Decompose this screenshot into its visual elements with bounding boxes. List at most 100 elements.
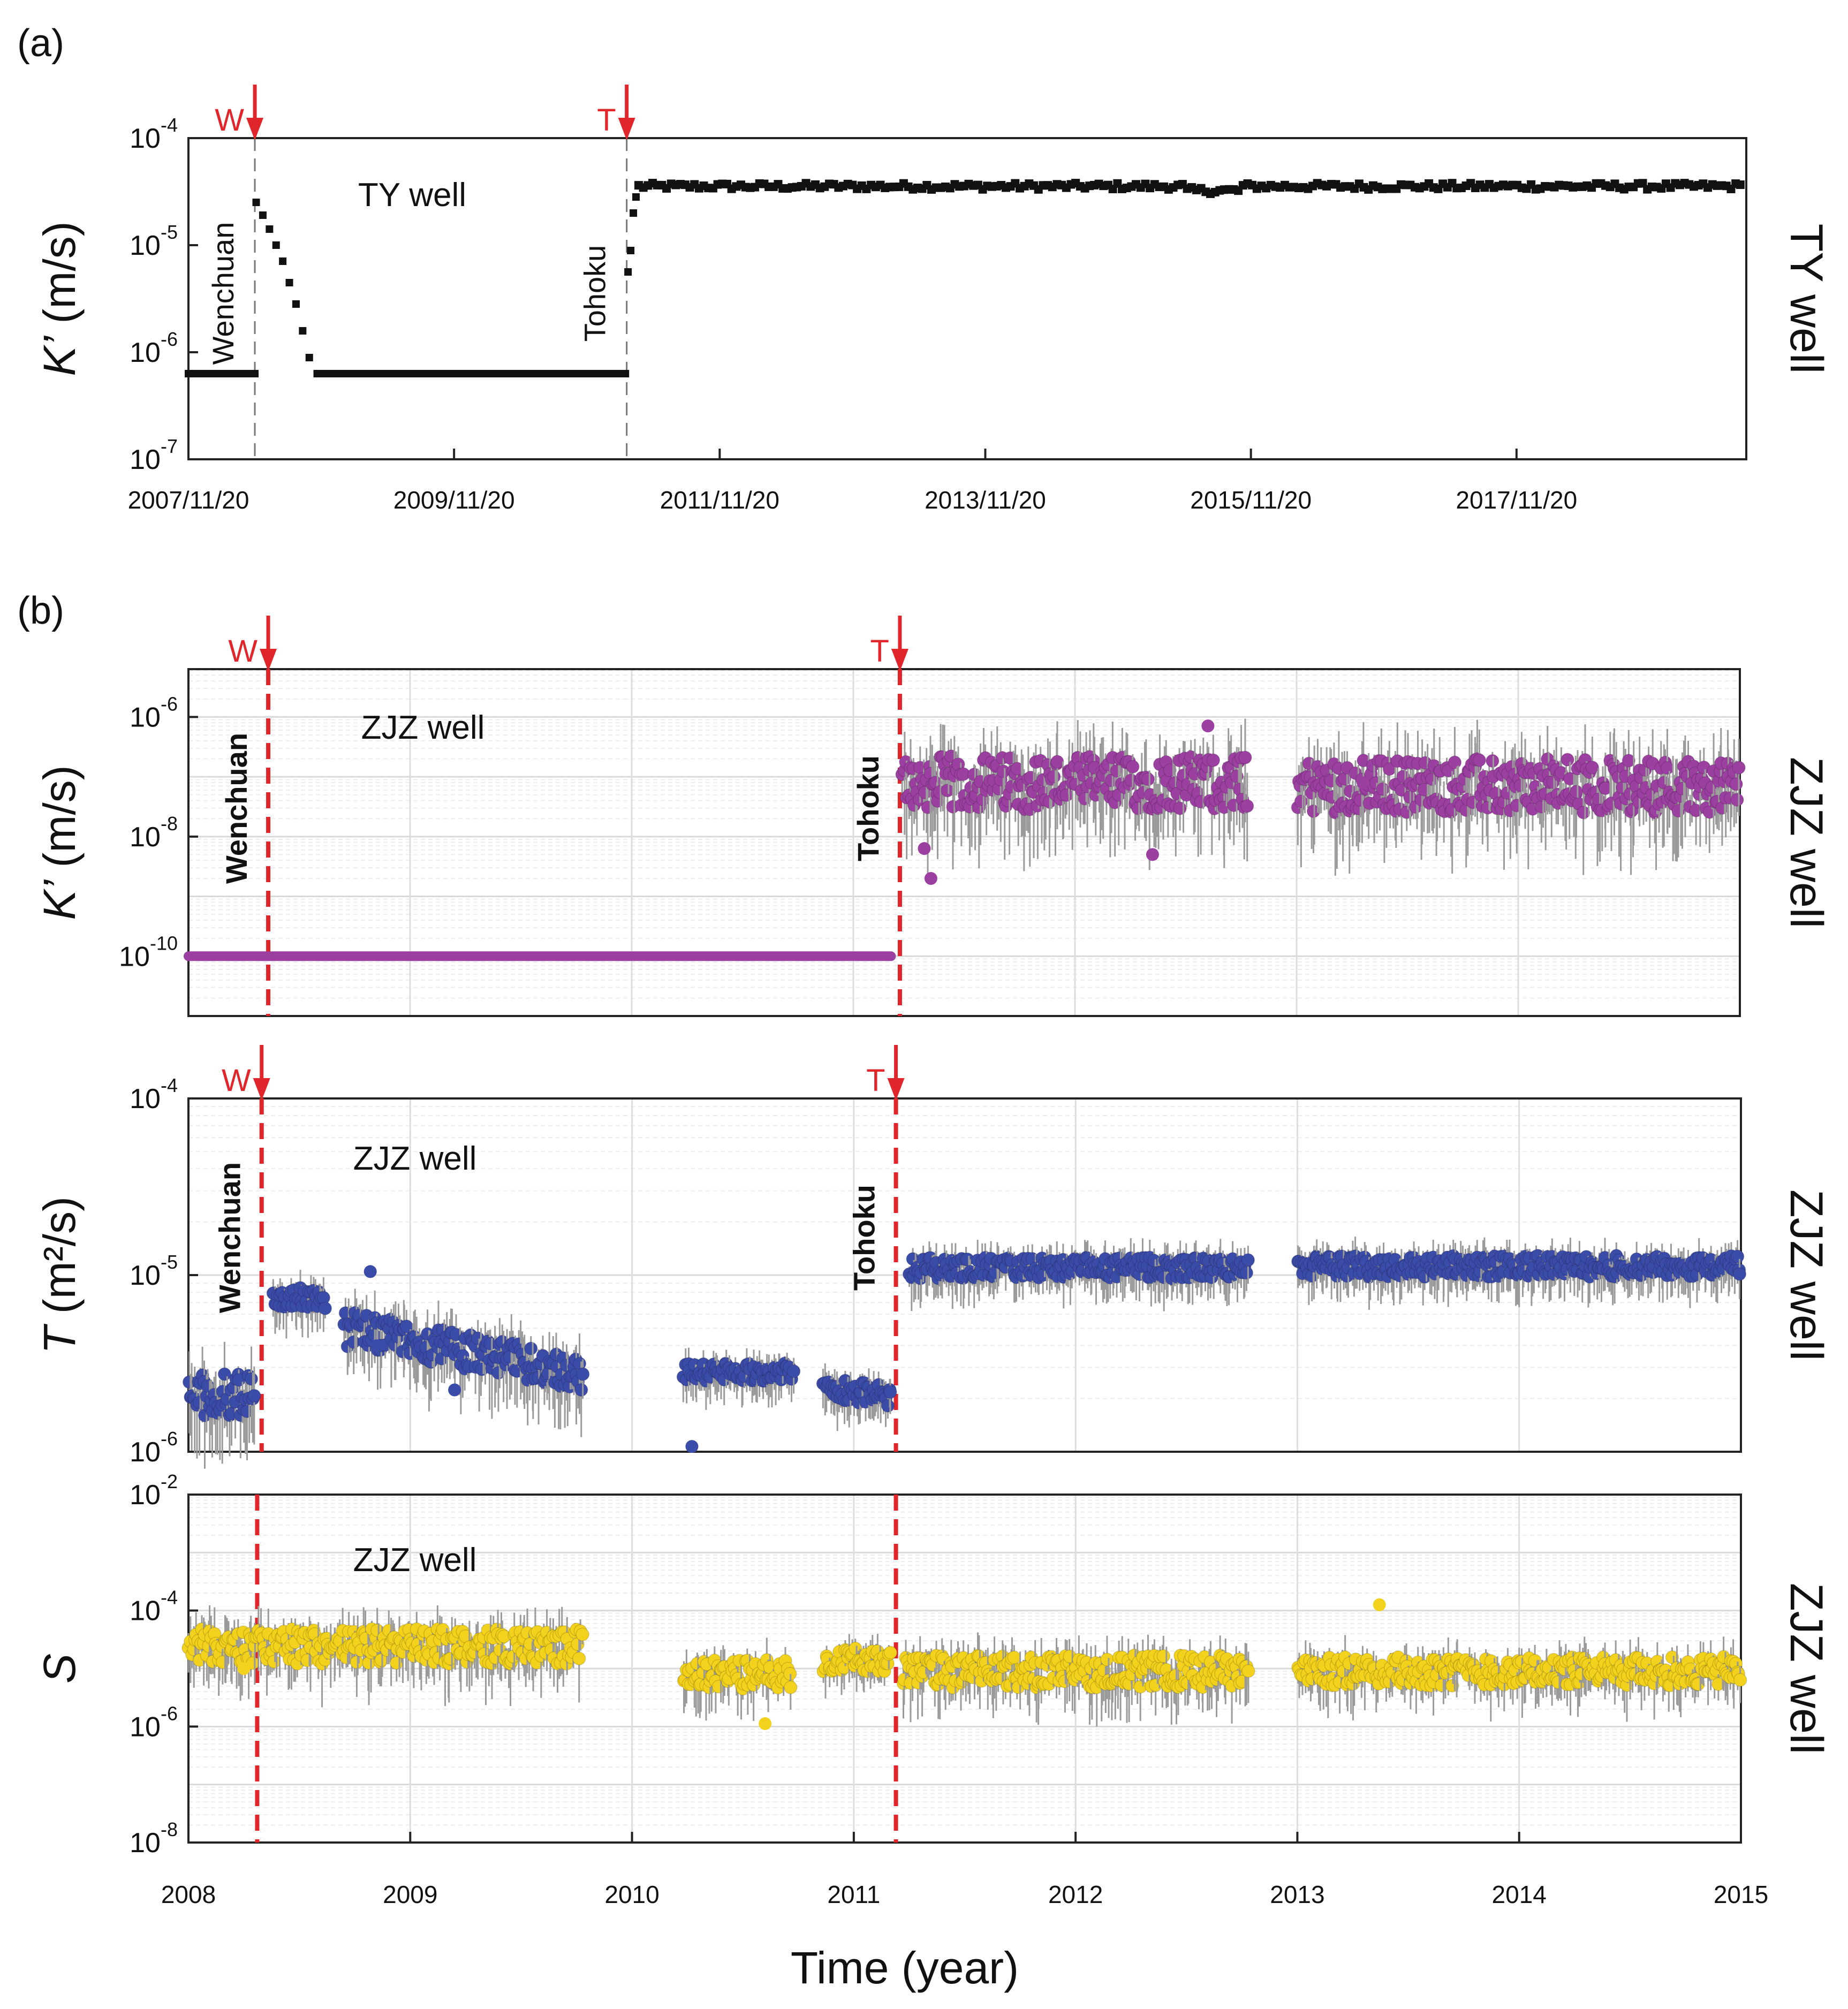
x-tick-label: 2014 — [1492, 1881, 1547, 1908]
x-tick-label: 2011/11/20 — [660, 486, 779, 514]
data-point — [1047, 770, 1061, 784]
x-tick-label: 2011 — [827, 1881, 880, 1908]
x-tick-label: 2012 — [1048, 1881, 1103, 1908]
well-title: ZJZ well — [353, 1140, 477, 1177]
well-title: ZJZ well — [353, 1542, 477, 1579]
data-point — [350, 1655, 364, 1669]
data-point — [247, 1389, 261, 1403]
y-tick-label: 10-10 — [119, 932, 178, 972]
y-tick-label: 10-4 — [130, 114, 178, 154]
y-tick-label: 10-5 — [130, 1251, 178, 1291]
data-point — [786, 1364, 801, 1378]
event-name: Tohoku — [851, 755, 885, 861]
ty-baseline-point — [251, 370, 259, 377]
panel-b2: 10-6 10-5 10-4 T (m²/s) ZJZ well ZJZ well W Wen… — [34, 1045, 1832, 1469]
panel-b1: 10-10 10-8 10-6 K’ (m/s) ZJZ well ZJZ well W We… — [34, 616, 1832, 1017]
y-axis-label: K’ (m/s) — [34, 765, 85, 920]
data-point — [1239, 1265, 1254, 1280]
x-tick-label: 2008 — [161, 1881, 216, 1908]
data-point — [1241, 1253, 1255, 1267]
data-point — [1173, 801, 1187, 815]
panel-b3: 10-8 10-6 10-4 10-2 2008 2009 2010 2011 2012 2013… — [34, 1470, 1832, 1908]
y-tick-label: 10-6 — [130, 328, 178, 368]
outlier-point — [363, 1265, 377, 1278]
side-well-label: ZJZ well — [1781, 1189, 1832, 1361]
event-name: Tohoku — [847, 1185, 881, 1291]
y-axis-label: S — [34, 1654, 85, 1684]
data-point — [574, 1383, 588, 1397]
data-point — [1732, 761, 1746, 775]
data-point — [1576, 806, 1591, 820]
outlier-point — [918, 842, 931, 855]
y-axis-label: K’ (m/s) — [34, 221, 85, 376]
x-tick-label: 2015 — [1714, 1881, 1768, 1908]
x-tick-label: 2010 — [604, 1881, 659, 1908]
outlier-point — [685, 1440, 699, 1453]
data-point — [1238, 750, 1252, 764]
ty-jump-point — [632, 193, 640, 201]
data-point — [1569, 785, 1584, 799]
plot-frame — [187, 668, 1741, 1017]
ty-decay-point — [266, 225, 274, 233]
data-point — [1660, 761, 1675, 775]
data-point — [267, 1655, 281, 1669]
data-point — [1241, 1664, 1255, 1678]
ty-jump-point — [624, 268, 632, 276]
event-name: Wenchuan — [213, 1162, 247, 1313]
well-title: TY well — [358, 177, 466, 214]
event-flag: W — [215, 103, 244, 138]
x-tick-label: 2009/11/20 — [393, 486, 515, 514]
outlier-point — [370, 1339, 384, 1352]
data-point — [881, 1399, 895, 1413]
ty-decay-point — [305, 354, 313, 361]
data-point — [883, 1646, 898, 1659]
data-point — [1472, 753, 1487, 767]
event-arrowhead — [887, 1078, 905, 1101]
data-point — [1448, 755, 1462, 769]
event-name: Wenchuan — [219, 733, 253, 884]
data-point — [572, 1651, 586, 1666]
data-point — [244, 1372, 259, 1386]
event-arrowhead — [253, 1078, 270, 1101]
x-tick-label: 2013/11/20 — [925, 486, 1046, 514]
x-tick-label: 2007/11/20 — [128, 486, 249, 514]
data-point — [524, 1341, 538, 1355]
ty-decay-point — [285, 279, 293, 286]
y-tick-label: 10-2 — [130, 1470, 178, 1511]
event-flag: T — [870, 634, 889, 669]
ty-decay-point — [299, 327, 307, 335]
ty-decay-point — [279, 257, 287, 265]
event-flag: T — [597, 103, 616, 138]
ty-jump-point — [627, 247, 635, 254]
side-well-label: TY well — [1781, 224, 1832, 374]
outlier-point — [1146, 848, 1159, 861]
y-tick-label: 10-8 — [130, 813, 178, 853]
event-arrowhead — [618, 118, 635, 140]
outlier-point — [1201, 719, 1215, 733]
y-tick-label: 10-5 — [130, 221, 178, 261]
data-point — [1240, 799, 1254, 813]
data-point — [1141, 772, 1155, 786]
data-point — [1059, 788, 1074, 802]
data-point — [941, 784, 955, 798]
x-tick-label: 2009 — [383, 1881, 437, 1908]
plot-frame — [187, 137, 1747, 460]
data-point — [575, 1627, 589, 1641]
data-point — [575, 1367, 590, 1381]
ty-decay-point — [272, 241, 280, 249]
data-point — [1729, 777, 1743, 791]
x-tick-label: 2017/11/20 — [1456, 486, 1577, 514]
panel-a-label: (a) — [17, 22, 64, 65]
y-tick-label: 10-6 — [130, 693, 178, 733]
x-tick-label: 2013 — [1270, 1881, 1324, 1908]
outlier-point — [1357, 776, 1370, 790]
data-point — [883, 1385, 897, 1399]
ty-jump-point — [630, 209, 638, 217]
y-tick-label: 10-4 — [130, 1587, 178, 1627]
y-tick-label: 10-4 — [130, 1074, 178, 1115]
outlier-point — [448, 1383, 461, 1397]
data-point — [1732, 1267, 1747, 1281]
panel-b-label: (b) — [17, 589, 64, 632]
event-flag: W — [222, 1063, 251, 1098]
event-arrowhead — [260, 649, 277, 671]
